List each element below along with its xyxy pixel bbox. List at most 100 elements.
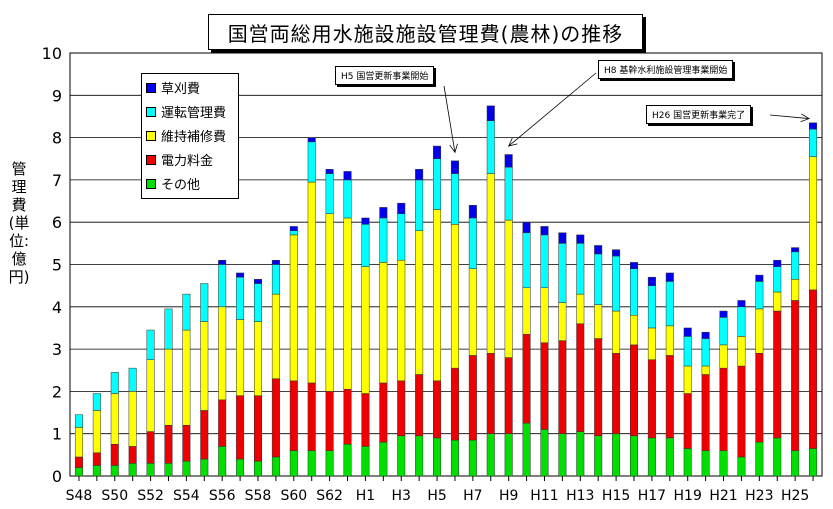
y-tick-label: 8	[52, 129, 62, 148]
x-tick-label: S56	[209, 488, 236, 504]
bar-segment	[325, 450, 334, 477]
bar-segment	[630, 435, 638, 477]
bar-segment	[540, 226, 549, 236]
bar-segment	[164, 463, 173, 477]
bar-segment	[218, 264, 227, 308]
legend-swatch-unten	[146, 106, 156, 117]
bar-segment	[254, 279, 262, 284]
bar-segment	[379, 441, 388, 477]
bar-segment	[737, 365, 746, 458]
bar-segment	[450, 173, 459, 225]
bar-segment	[361, 446, 370, 477]
bar-segment	[612, 310, 621, 354]
x-tick-label: S48	[66, 488, 93, 504]
bar-segment	[146, 329, 155, 360]
legend-label-denryoku: 電力料金	[161, 154, 214, 169]
bar-segment	[307, 141, 316, 183]
legend-item-denryoku: 電力料金	[146, 149, 238, 170]
bar-segment	[719, 344, 728, 369]
bar-segment	[612, 433, 621, 477]
annotation-arrow	[769, 114, 810, 119]
annotation-arrow	[508, 72, 597, 147]
bar-segment	[486, 105, 495, 121]
annotation-arrowhead	[507, 137, 518, 147]
legend-item-kusakari: 草刈費	[146, 77, 238, 98]
bar-segment	[361, 217, 370, 225]
bar-segment	[576, 431, 585, 477]
bar-segment	[630, 315, 638, 346]
x-tick-label: S52	[137, 488, 164, 504]
bar-segment	[791, 247, 800, 253]
bar-segment	[594, 304, 603, 339]
bar-segment	[271, 456, 280, 477]
legend: 草刈費 運転管理費 維持補修費 電力料金 その他	[141, 73, 239, 199]
legend-swatch-kusakari	[146, 82, 156, 93]
bar-segment	[343, 389, 352, 445]
bar-segment	[146, 431, 155, 464]
bar-segment	[719, 317, 728, 346]
bar-segment	[504, 433, 513, 477]
bar-segment	[182, 293, 191, 331]
bar-segment	[110, 393, 119, 445]
bar-segment	[791, 450, 800, 477]
bar-segment	[271, 378, 280, 458]
bar-segment	[110, 444, 119, 466]
bar-segment	[701, 331, 710, 339]
bar-segment	[522, 221, 531, 234]
bar-segment	[289, 226, 298, 231]
bar-segment	[486, 120, 495, 174]
bar-segment	[397, 213, 406, 261]
x-tick-label: H3	[392, 488, 411, 504]
bar-segment	[200, 410, 209, 460]
bar-segment	[92, 465, 101, 477]
y-tick-label: 2	[52, 382, 62, 401]
x-tick-label: S60	[280, 488, 307, 504]
bar-segment	[773, 437, 782, 477]
bar-segment	[128, 463, 137, 477]
bar-segment	[271, 293, 280, 379]
bar-segment	[683, 327, 692, 337]
bar-segment	[630, 268, 638, 316]
bar-segment	[504, 154, 513, 168]
bar-segment	[504, 219, 513, 358]
bar-segment	[594, 338, 603, 437]
bar-segment	[146, 463, 155, 477]
bar-segment	[325, 213, 334, 392]
bar-segment	[218, 399, 227, 447]
bar-segment	[218, 446, 227, 477]
x-tick-label: H1	[356, 488, 375, 504]
bar-segment	[415, 179, 424, 231]
x-tick-label: H11	[530, 488, 558, 504]
bar-segment	[809, 448, 818, 477]
bar-segment	[540, 429, 549, 477]
bar-segment	[665, 355, 674, 439]
bar-segment	[164, 308, 173, 350]
bar-segment	[397, 260, 406, 382]
bar-segment	[433, 209, 442, 382]
legend-label-iji: 維持補修費	[161, 130, 227, 145]
bar-segment	[164, 424, 173, 464]
bar-segment	[92, 410, 101, 453]
bar-segment	[486, 353, 495, 434]
x-tick-label: H19	[674, 488, 702, 504]
legend-swatch-iji	[146, 130, 156, 141]
legend-label-unten: 運転管理費	[161, 106, 227, 121]
bar-segment	[737, 306, 746, 337]
bar-segment	[630, 344, 638, 437]
bar-segment	[594, 435, 603, 477]
bar-segment	[433, 437, 442, 477]
bar-segment	[701, 450, 710, 477]
y-tick-label: 3	[52, 340, 62, 359]
bar-segment	[289, 450, 298, 477]
chart-title: 国営両総用水施設施設管理費(農林)の推移	[208, 14, 643, 50]
bar-segment	[74, 456, 83, 468]
bar-segment	[200, 321, 209, 411]
bar-segment	[612, 249, 621, 257]
y-tick-label: 9	[52, 86, 62, 105]
bar-segment	[128, 446, 137, 464]
bar-segment	[146, 359, 155, 432]
bar-segment	[683, 448, 692, 477]
bar-segment	[415, 230, 424, 375]
bar-segment	[755, 353, 764, 443]
annotation-arrow	[443, 85, 456, 153]
